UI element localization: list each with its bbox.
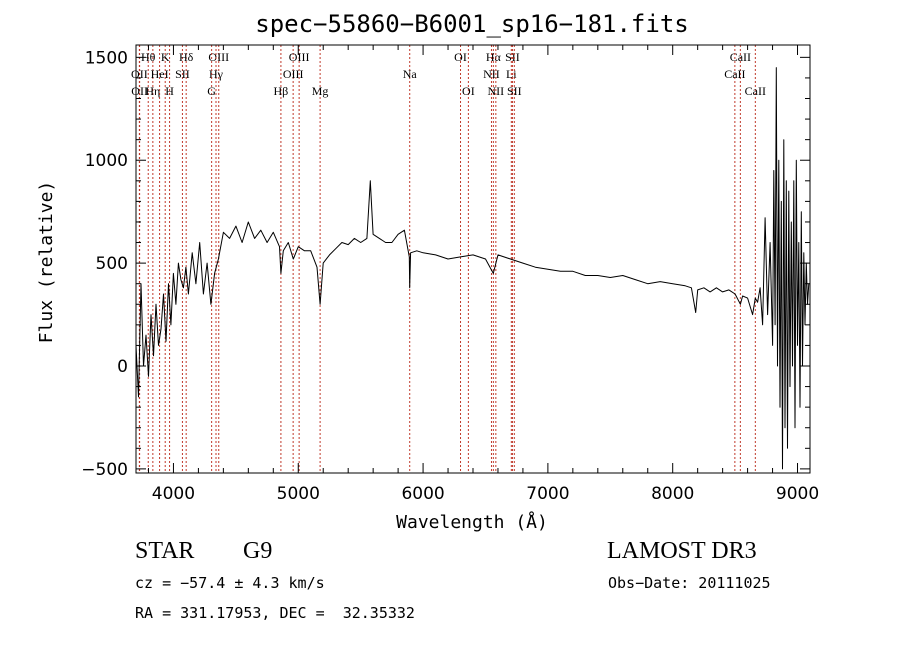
line-label-16: Na xyxy=(403,67,418,81)
x-tick-label-6000: 6000 xyxy=(401,484,444,504)
series-line-flux xyxy=(135,67,810,470)
object-class: STAR xyxy=(135,538,195,564)
y-tick-label-1500: 1500 xyxy=(85,48,128,68)
x-tick-label-9000: 9000 xyxy=(776,484,819,504)
y-tick-label-1000: 1000 xyxy=(85,151,128,171)
x-tick-label-4000: 4000 xyxy=(152,484,195,504)
line-label-15: Mg xyxy=(312,84,329,98)
plot-frame xyxy=(135,44,811,474)
line-label-17: OI xyxy=(454,50,467,64)
line-label-2: OII xyxy=(131,84,148,98)
observation-date: Obs−Date: 20111025 xyxy=(608,574,771,592)
line-label-13: OIII xyxy=(283,67,304,81)
redshift-cz: cz = −57.4 ± 4.3 km/s xyxy=(135,574,325,592)
x-axis-label: Wavelength (Å) xyxy=(396,511,548,533)
line-label-27: CaII xyxy=(745,84,766,98)
axes: 4000 5000 6000 7000 8000 9000 −500 0 500 1000 1500 xyxy=(81,45,819,504)
line-label-6: H xyxy=(165,84,174,98)
line-label-9: OIII xyxy=(208,50,229,64)
x-tick-label-7000: 7000 xyxy=(526,484,569,504)
line-label-12: Hβ xyxy=(274,84,289,98)
line-label-0: Hθ xyxy=(141,50,156,64)
x-tick-label-5000: 5000 xyxy=(277,484,320,504)
line-label-23: SII xyxy=(505,50,520,64)
y-tick-label-0: 0 xyxy=(117,357,128,377)
ra-dec-coordinates: RA = 331.17953, DEC = 32.35332 xyxy=(135,604,415,622)
y-tick-label--500: −500 xyxy=(81,460,128,480)
line-label-11: G xyxy=(207,84,216,98)
line-label-21: NII xyxy=(488,84,505,98)
line-label-3: Hη xyxy=(145,84,160,98)
object-subclass: G9 xyxy=(243,538,273,564)
y-tick-label-500: 500 xyxy=(96,254,128,274)
line-label-8: Hδ xyxy=(179,50,194,64)
line-label-20: NII xyxy=(483,67,500,81)
line-label-22: Li xyxy=(506,67,517,81)
line-label-18: OI xyxy=(462,84,475,98)
spectrum-series xyxy=(135,67,810,470)
line-label-25: CaII xyxy=(730,50,751,64)
line-label-7: SII xyxy=(175,67,190,81)
line-label-10: Hγ xyxy=(209,67,224,81)
survey-name: LAMOST DR3 xyxy=(607,538,757,564)
chart-title: spec−55860−B6001_sp16−181.fits xyxy=(255,10,688,38)
line-label-26: CaII xyxy=(724,67,745,81)
line-label-19: Hα xyxy=(486,50,502,64)
line-label-24: SII xyxy=(507,84,522,98)
line-label-5: K xyxy=(161,50,170,64)
x-tick-label-8000: 8000 xyxy=(651,484,694,504)
line-label-4: HeI xyxy=(151,67,169,81)
line-label-14: OIII xyxy=(289,50,310,64)
y-axis-label: Flux (relative) xyxy=(36,181,57,344)
